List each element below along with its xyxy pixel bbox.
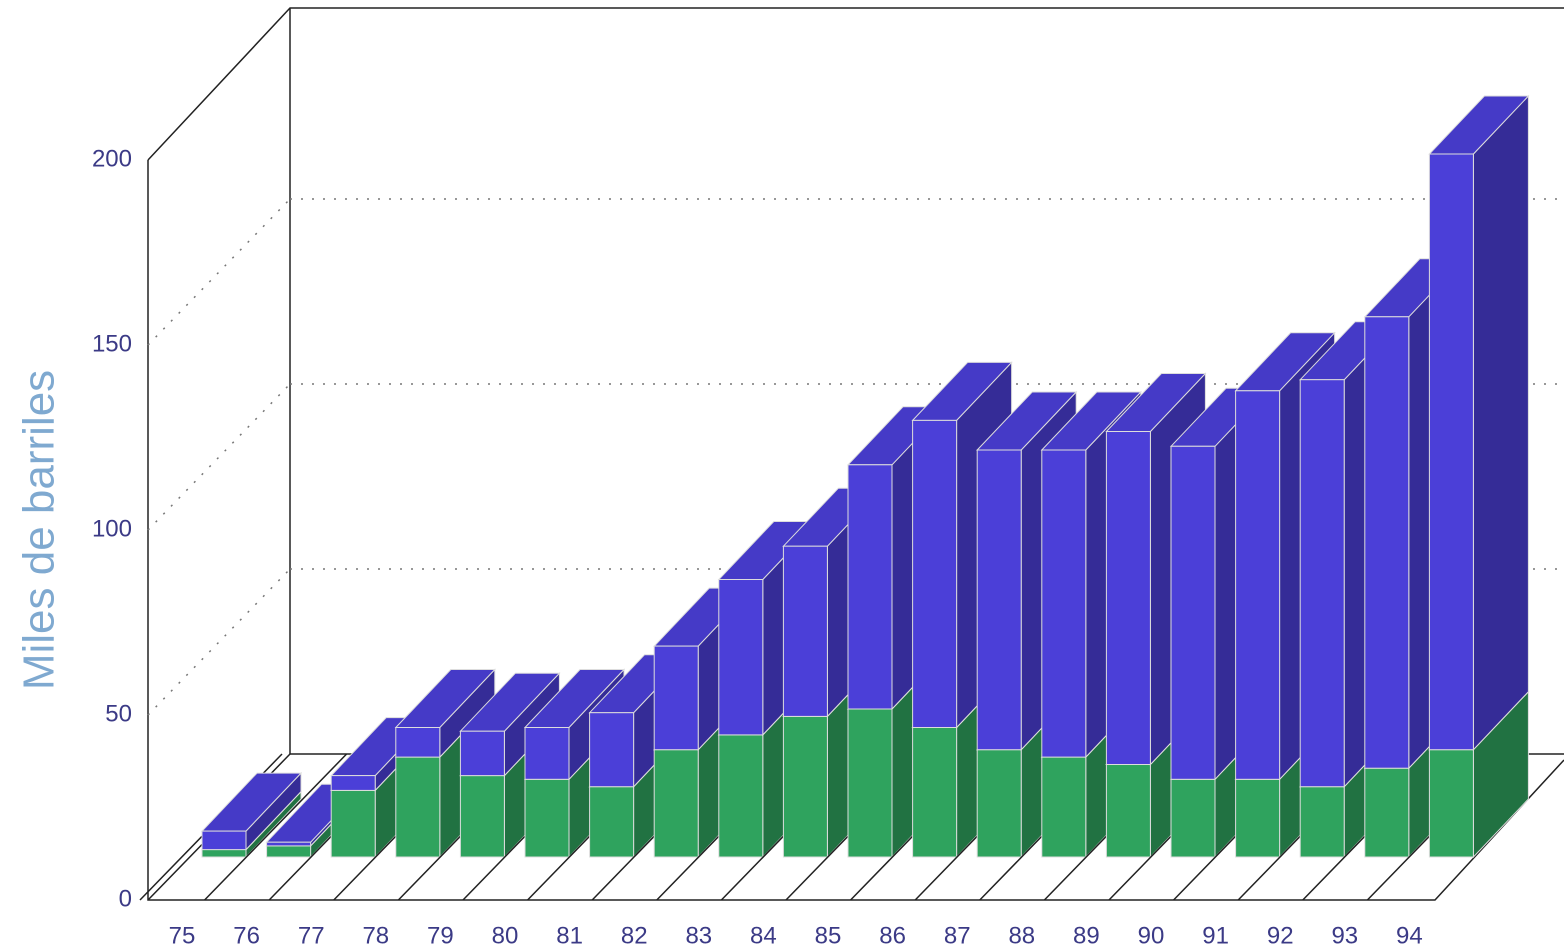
grid-line (147, 383, 291, 531)
bar (782, 715, 828, 858)
x-tick-label: 93 (1331, 922, 1358, 949)
bar (1299, 379, 1345, 788)
floor-line (204, 753, 348, 901)
bar (201, 849, 247, 858)
x-tick-label: 75 (169, 922, 196, 949)
grid-line (147, 568, 291, 716)
bar (1428, 749, 1474, 858)
x-tick-label: 83 (685, 922, 712, 949)
bar (1041, 756, 1087, 858)
bar (459, 775, 505, 858)
x-tick-label: 81 (556, 922, 583, 949)
bar (1041, 449, 1087, 758)
bar (524, 727, 570, 780)
x-tick-label: 82 (621, 922, 648, 949)
bar (912, 419, 958, 728)
x-tick-label: 84 (750, 922, 777, 949)
bar (912, 727, 958, 858)
y-axis-label: Miles de barriles (15, 370, 64, 690)
bar (330, 775, 376, 791)
x-tick-label: 76 (233, 922, 260, 949)
bar (718, 579, 764, 736)
bar (847, 708, 893, 858)
y-tick-label: 100 (92, 515, 132, 542)
bar (1364, 316, 1410, 769)
bar (1105, 431, 1151, 765)
x-tick-label: 78 (362, 922, 389, 949)
x-tick-label: 85 (815, 922, 842, 949)
x-tick-label: 77 (298, 922, 325, 949)
bar (266, 845, 312, 858)
bar (395, 756, 441, 858)
bar (524, 778, 570, 858)
x-tick-label: 87 (944, 922, 971, 949)
bar (589, 786, 635, 858)
bar (718, 734, 764, 858)
x-tick-label: 79 (427, 922, 454, 949)
bar (847, 464, 893, 710)
bar (653, 645, 699, 751)
bar (653, 749, 699, 858)
bar (1428, 153, 1474, 751)
y-tick-label: 150 (92, 330, 132, 357)
bar (330, 789, 376, 858)
x-tick-label: 86 (879, 922, 906, 949)
x-tick-label: 94 (1396, 922, 1423, 949)
x-tick-label: 90 (1138, 922, 1165, 949)
bar (1235, 390, 1281, 780)
x-tick-label: 80 (492, 922, 519, 949)
bar (1105, 764, 1151, 858)
bar (266, 841, 312, 847)
bar (459, 730, 505, 777)
bar (589, 712, 635, 788)
bar (1299, 786, 1345, 858)
grid-line (147, 198, 291, 346)
x-tick-label: 88 (1008, 922, 1035, 949)
x-tick-label: 91 (1202, 922, 1229, 949)
x-tick-label: 89 (1073, 922, 1100, 949)
bar (976, 449, 1022, 751)
bar (395, 727, 441, 758)
bar (1364, 767, 1410, 858)
y-tick-label: 200 (92, 145, 132, 172)
bar (782, 545, 828, 717)
wall-top (147, 7, 1564, 161)
bar (1235, 778, 1281, 858)
bar-side (1472, 94, 1529, 751)
bar (201, 830, 247, 851)
bar (976, 749, 1022, 858)
x-tick-label: 92 (1267, 922, 1294, 949)
y-tick-label: 50 (105, 700, 132, 727)
bar (1170, 778, 1216, 858)
y-tick-label: 0 (119, 885, 132, 912)
bar (1170, 445, 1216, 780)
